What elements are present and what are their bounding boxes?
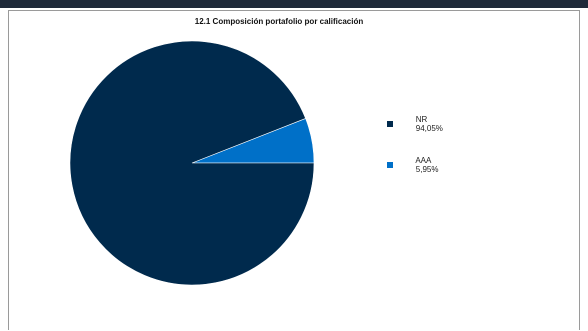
legend-label-aaa-name: AAA bbox=[415, 156, 432, 165]
pie-chart bbox=[69, 40, 315, 286]
legend-label-aaa: AAA 5,95% bbox=[398, 147, 438, 183]
legend-label-aaa-value: 5,95% bbox=[415, 165, 439, 174]
legend-swatch-aaa bbox=[387, 162, 393, 168]
legend: NR 94,05% AAA 5,95% bbox=[387, 115, 443, 200]
legend-label-nr-name: NR bbox=[415, 115, 428, 124]
chart-frame: 12.1 Composición portafolio por califica… bbox=[8, 10, 580, 330]
legend-item-nr: NR 94,05% bbox=[387, 115, 443, 133]
legend-swatch-nr bbox=[387, 121, 393, 127]
legend-item-aaa: AAA 5,95% bbox=[387, 156, 443, 174]
pie-slice-nr bbox=[69, 40, 315, 286]
chart-title: 12.1 Composición portafolio por califica… bbox=[194, 17, 364, 26]
legend-label-nr-value: 94,05% bbox=[415, 124, 443, 133]
top-rule bbox=[0, 0, 588, 8]
legend-label-nr: NR 94,05% bbox=[398, 106, 443, 142]
